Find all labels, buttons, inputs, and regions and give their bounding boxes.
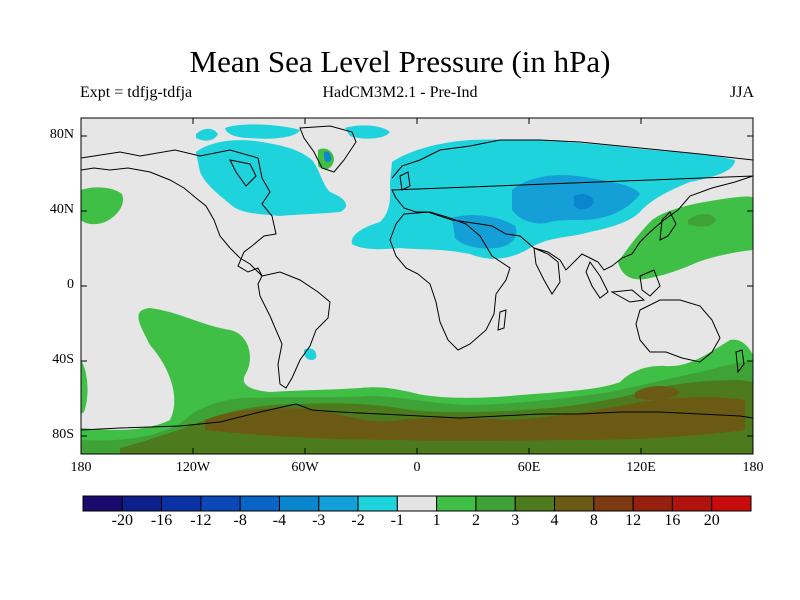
model-label: HadCM3M2.1 - Pre-Ind — [322, 84, 478, 101]
lon-label-180w: 180 — [70, 460, 92, 475]
lon-label-120w: 120W — [175, 460, 211, 475]
colorbar-label: 12 — [625, 512, 642, 529]
coast-uk — [399, 171, 411, 191]
coast-north-america — [81, 149, 277, 277]
colorbar-swatch — [396, 495, 438, 512]
colorbar-label: 8 — [589, 512, 598, 529]
coast-madagascar — [497, 309, 507, 331]
lat-label-0: 0 — [67, 277, 74, 292]
colorbar-label: -1 — [390, 512, 404, 529]
colorbar-swatch — [632, 495, 673, 512]
experiment-label: Expt = tdfjg-tdfja — [80, 84, 193, 101]
arctic-anomaly-3 — [345, 125, 390, 139]
coast-greenland — [299, 125, 357, 173]
coast-europe-asia — [391, 139, 753, 271]
patagonia-anomaly — [304, 348, 317, 361]
colorbar-label: -20 — [111, 512, 133, 529]
north-america-anomaly — [196, 140, 347, 216]
siberia-anomaly-dark — [574, 194, 594, 210]
greenland-anomaly-dark — [324, 151, 332, 163]
colorbar-label: 4 — [550, 512, 559, 529]
lat-label-80s: 80S — [52, 427, 74, 442]
arctic-anomaly-2 — [225, 124, 300, 139]
colorbar-swatch — [82, 495, 123, 512]
colorbar-label: -8 — [233, 512, 247, 529]
south-atlantic-anomaly — [81, 360, 88, 414]
coastlines — [81, 125, 753, 431]
colorbar-label: -3 — [312, 512, 326, 529]
coast-africa — [389, 211, 511, 351]
colorbar-label: 2 — [471, 512, 480, 529]
coast-south-america — [257, 271, 331, 389]
colorbar-label: -12 — [190, 512, 212, 529]
north-pacific-anomaly-mid — [688, 214, 716, 227]
colorbar-label: -4 — [272, 512, 287, 529]
north-pacific-anomaly — [618, 196, 753, 280]
colorbar-swatch — [475, 495, 516, 512]
east-pacific-anomaly — [81, 187, 124, 225]
lon-label-60e: 60E — [517, 460, 541, 475]
coast-hudson — [229, 159, 257, 187]
colorbar — [82, 495, 752, 512]
antarctic-brown-core — [205, 397, 745, 441]
coast-japan — [659, 211, 677, 241]
lat-label-40s: 40S — [52, 352, 74, 367]
lat-label-40n: 40N — [49, 202, 74, 217]
colorbar-label: 3 — [511, 512, 520, 529]
colorbar-swatch — [554, 495, 595, 512]
colorbar-swatch — [161, 495, 202, 512]
colorbar-swatch — [357, 495, 398, 512]
map-panel — [81, 118, 753, 454]
colorbar-swatch — [671, 495, 713, 512]
brown-cell-pacific — [635, 386, 680, 400]
middle-east-anomaly-mid — [452, 215, 517, 249]
colorbar-swatch — [200, 495, 241, 512]
colorbar-swatch — [711, 495, 752, 512]
colorbar-label: 20 — [703, 512, 720, 529]
arctic-anomaly — [196, 128, 218, 141]
lon-label-180e: 180 — [742, 460, 764, 475]
lon-label-0: 0 — [413, 460, 421, 475]
coast-antarctica — [81, 403, 753, 431]
coast-india — [533, 247, 561, 295]
colorbar-swatch — [239, 495, 280, 512]
colorbar-swatch — [436, 495, 477, 512]
colorbar-swatch — [593, 495, 634, 512]
colorbar-swatch — [318, 495, 359, 512]
map-title: Mean Sea Level Pressure (in hPa) — [189, 44, 611, 79]
season-label: JJA — [729, 84, 754, 101]
coast-se-asia — [585, 260, 661, 303]
colorbar-swatch — [514, 495, 556, 512]
colorbar-label: -16 — [150, 512, 173, 529]
axis-ticks — [81, 118, 753, 454]
lat-label-80n: 80N — [49, 127, 74, 142]
coast-new-zealand — [735, 349, 745, 374]
colorbar-label: -2 — [351, 512, 365, 529]
colorbar-swatch — [121, 495, 163, 512]
lon-label-60w: 60W — [291, 460, 319, 475]
colorbar-swatch — [278, 495, 320, 512]
colorbar-label: 16 — [664, 512, 681, 529]
lon-label-120e: 120E — [626, 460, 656, 475]
colorbar-label: 1 — [432, 512, 441, 529]
coast-australia — [635, 299, 721, 363]
